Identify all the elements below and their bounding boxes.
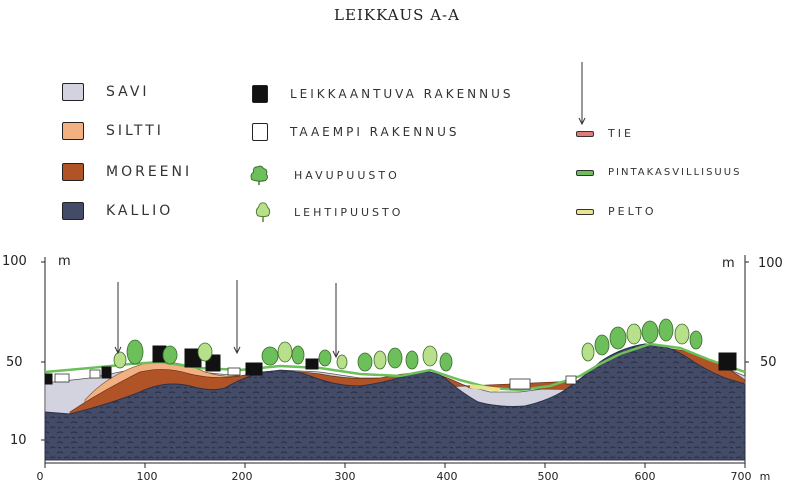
legend-swatch-pintakasvillisuus bbox=[576, 169, 594, 176]
legend-swatch-savi bbox=[62, 83, 84, 101]
y-tick-left-50: 50 bbox=[6, 355, 23, 370]
legend-item-savi: SAVI bbox=[62, 83, 150, 101]
y-tick-left-100: 100 bbox=[2, 254, 27, 269]
tree bbox=[689, 330, 703, 350]
x-tick-400: 400 bbox=[436, 470, 458, 483]
cut-building bbox=[245, 362, 263, 376]
section-arrows bbox=[114, 280, 340, 359]
axis-tick-marks bbox=[41, 261, 749, 468]
legend-swatch-kallio bbox=[62, 202, 84, 220]
legend-item-lehtipuusto: LEHTIPUUSTO bbox=[252, 201, 403, 223]
y-unit-left: m bbox=[58, 254, 71, 269]
x-tick-300: 300 bbox=[334, 470, 356, 483]
ground-surface-line bbox=[44, 342, 746, 392]
tree bbox=[387, 347, 403, 369]
x-tick-700: 700 bbox=[730, 470, 752, 483]
legend-item-pelto: PELTO bbox=[576, 205, 657, 218]
y-tick-right-100: 100 bbox=[758, 256, 783, 271]
tree bbox=[658, 318, 674, 342]
legend-item-moreeni: MOREENI bbox=[62, 163, 192, 181]
tree bbox=[261, 346, 279, 366]
legend-label-savi: SAVI bbox=[106, 84, 150, 100]
rear-building bbox=[227, 367, 241, 376]
tree bbox=[581, 342, 595, 362]
rear-building bbox=[54, 373, 70, 383]
legend-swatch-pelto bbox=[576, 208, 594, 215]
x-tick-500: 500 bbox=[537, 470, 559, 483]
legend-item-tie: TIE bbox=[576, 127, 634, 140]
tree bbox=[318, 349, 332, 367]
y-unit-right: m bbox=[722, 256, 735, 271]
y-tick-right-50: 50 bbox=[760, 355, 777, 370]
tree bbox=[626, 323, 642, 345]
bedrock-layer bbox=[44, 343, 746, 461]
rear-building bbox=[565, 375, 577, 385]
tree bbox=[162, 345, 178, 365]
cut-building bbox=[305, 358, 319, 370]
tree bbox=[357, 352, 373, 372]
tree bbox=[641, 320, 659, 344]
legend-label-leikkaantuva-rakennus: LEIKKAANTUVA RAKENNUS bbox=[290, 87, 514, 101]
tree bbox=[126, 339, 144, 365]
x-tick-600: 600 bbox=[634, 470, 656, 483]
legend-item-pintakasvillisuus: PINTAKASVILLISUUS bbox=[576, 167, 741, 178]
tree bbox=[113, 351, 127, 369]
tree bbox=[373, 350, 387, 370]
x-unit: m bbox=[759, 470, 771, 483]
rear-building bbox=[509, 378, 531, 390]
tree bbox=[422, 345, 438, 367]
legend-label-moreeni: MOREENI bbox=[106, 164, 193, 180]
rear-buildings bbox=[54, 367, 577, 390]
x-tick-200: 200 bbox=[231, 470, 253, 483]
deciduous-tree-icon bbox=[255, 202, 271, 223]
tree bbox=[594, 334, 610, 356]
x-tick-0: 0 bbox=[36, 470, 44, 483]
legend-label-havupuusto: HAVUPUUSTO bbox=[294, 168, 400, 182]
tree bbox=[277, 341, 293, 363]
legend-label-tie: TIE bbox=[608, 127, 634, 140]
legend-label-siltti: SILTTI bbox=[106, 123, 164, 139]
field-strip bbox=[469, 384, 501, 392]
legend-label-kallio: KALLIO bbox=[106, 203, 174, 219]
legend-item-havupuusto: HAVUPUUSTO bbox=[248, 164, 400, 186]
cut-building bbox=[718, 352, 737, 371]
tree bbox=[439, 352, 453, 372]
legend-label-pintakasvillisuus: PINTAKASVILLISUUS bbox=[608, 167, 742, 178]
tree bbox=[197, 342, 213, 362]
legend-swatch-siltti bbox=[62, 122, 84, 140]
legend-item-leikkaantuva-rakennus: LEIKKAANTUVA RAKENNUS bbox=[252, 85, 514, 103]
tree bbox=[405, 350, 419, 370]
legend-swatch-cut-building bbox=[252, 85, 268, 103]
tree bbox=[674, 323, 690, 345]
rear-building bbox=[89, 369, 101, 379]
cut-building bbox=[101, 366, 112, 379]
legend-item-siltti: SILTTI bbox=[62, 122, 164, 140]
tree bbox=[609, 326, 627, 350]
tree bbox=[336, 354, 348, 370]
legend-label-taaempi-rakennus: TAAEMPI RAKENNUS bbox=[290, 125, 460, 139]
cut-buildings bbox=[44, 345, 737, 385]
legend-item-kallio: KALLIO bbox=[62, 202, 173, 220]
x-tick-100: 100 bbox=[136, 470, 158, 483]
legend-label-pelto: PELTO bbox=[608, 205, 657, 218]
cut-building bbox=[44, 373, 53, 385]
legend-swatch-tie bbox=[576, 130, 594, 137]
legend-item-taaempi-rakennus: TAAEMPI RAKENNUS bbox=[252, 123, 460, 141]
tree-canopy bbox=[113, 318, 703, 372]
legend-swatch-rear-building bbox=[252, 123, 268, 141]
conifer-tree-icon bbox=[250, 165, 268, 186]
diagram-title: LEIKKAUS A-A bbox=[334, 6, 460, 24]
y-tick-left-10: 10 bbox=[10, 433, 27, 448]
legend-label-lehtipuusto: LEHTIPUUSTO bbox=[294, 205, 404, 219]
legend-swatch-moreeni bbox=[62, 163, 84, 181]
tree bbox=[291, 345, 305, 365]
